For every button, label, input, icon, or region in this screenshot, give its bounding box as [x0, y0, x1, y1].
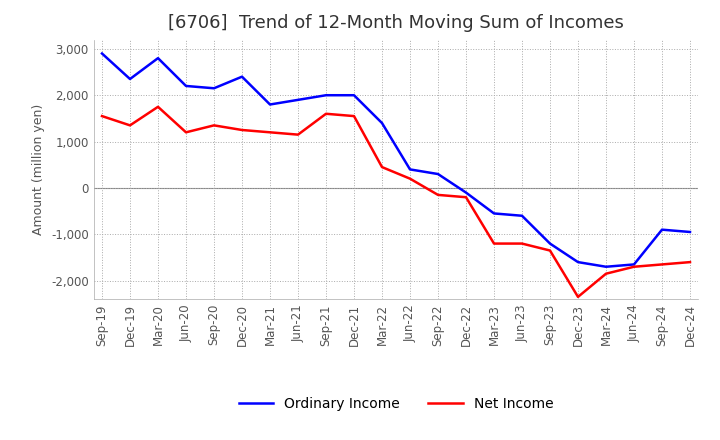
Line: Ordinary Income: Ordinary Income [102, 54, 690, 267]
Ordinary Income [490, 211, 498, 216]
Ordinary Income [574, 260, 582, 265]
Net Income [602, 271, 611, 276]
Line: Net Income: Net Income [102, 107, 690, 297]
Title: [6706]  Trend of 12-Month Moving Sum of Incomes: [6706] Trend of 12-Month Moving Sum of I… [168, 15, 624, 33]
Ordinary Income [153, 55, 162, 61]
Net Income [405, 176, 414, 181]
Net Income [378, 165, 387, 170]
Net Income [574, 294, 582, 300]
Net Income [238, 127, 246, 132]
Net Income [685, 260, 694, 265]
Net Income [153, 104, 162, 110]
Ordinary Income [126, 77, 135, 82]
Ordinary Income [518, 213, 526, 218]
Net Income [98, 114, 107, 119]
Ordinary Income [378, 121, 387, 126]
Ordinary Income [433, 172, 442, 177]
Net Income [657, 262, 666, 267]
Net Income [433, 192, 442, 198]
Ordinary Income [405, 167, 414, 172]
Net Income [126, 123, 135, 128]
Ordinary Income [546, 241, 554, 246]
Ordinary Income [266, 102, 274, 107]
Net Income [294, 132, 302, 137]
Ordinary Income [238, 74, 246, 79]
Net Income [266, 130, 274, 135]
Net Income [210, 123, 218, 128]
Net Income [518, 241, 526, 246]
Ordinary Income [630, 262, 639, 267]
Net Income [462, 194, 470, 200]
Ordinary Income [350, 92, 359, 98]
Net Income [546, 248, 554, 253]
Net Income [322, 111, 330, 117]
Ordinary Income [322, 92, 330, 98]
Ordinary Income [685, 229, 694, 235]
Net Income [490, 241, 498, 246]
Ordinary Income [462, 190, 470, 195]
Ordinary Income [657, 227, 666, 232]
Net Income [181, 130, 190, 135]
Ordinary Income [210, 86, 218, 91]
Ordinary Income [602, 264, 611, 269]
Net Income [630, 264, 639, 269]
Net Income [350, 114, 359, 119]
Ordinary Income [294, 97, 302, 103]
Ordinary Income [181, 83, 190, 88]
Y-axis label: Amount (million yen): Amount (million yen) [32, 104, 45, 235]
Legend: Ordinary Income, Net Income: Ordinary Income, Net Income [233, 392, 559, 417]
Ordinary Income [98, 51, 107, 56]
